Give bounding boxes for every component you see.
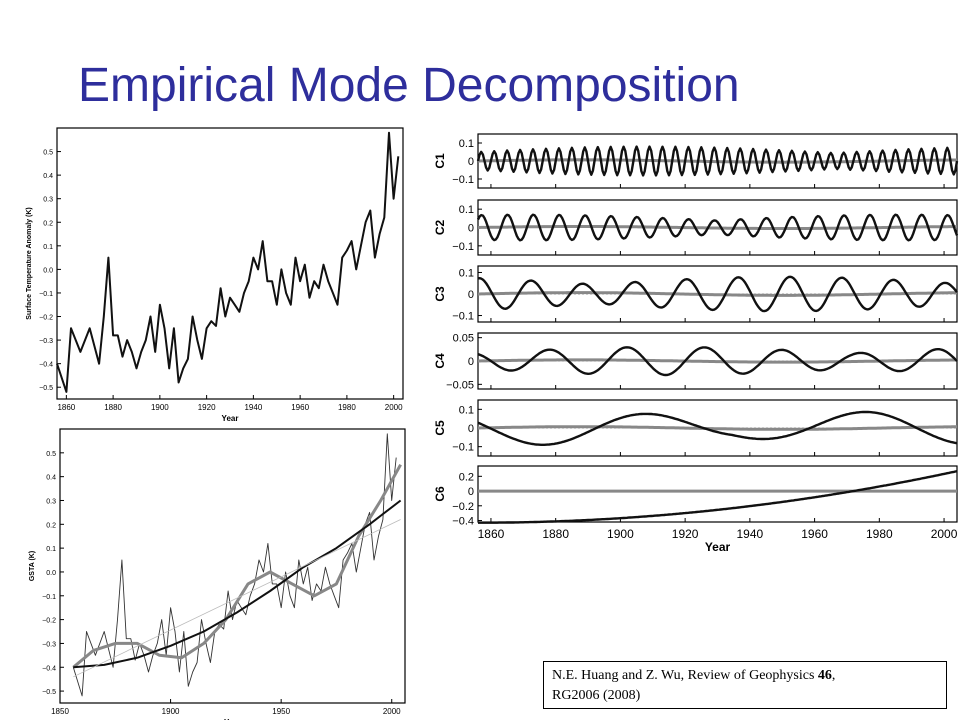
y-tick-label: 0.4 [46,475,56,482]
imf-y-tick-label: 0.2 [459,471,474,483]
imf-y-tick-label: −0.4 [452,516,474,528]
plot-frame [56,127,404,400]
x-tick-label: 1900 [162,707,180,716]
y-tick-label: −0.5 [42,689,56,696]
y-tick-label: −0.3 [42,641,56,648]
x-tick-label: 1850 [51,707,69,716]
imf-x-axis-label: Year [705,540,731,554]
citation-box: N.E. Huang and Z. Wu, Review of Geophysi… [543,661,947,709]
imf-x-tick-label: 1860 [478,527,505,541]
y-tick-label: −0.1 [42,594,56,601]
imf-y-tick-label: 0 [468,423,474,435]
imf-mean-line [478,425,957,431]
y-tick-label: 0.2 [43,220,53,227]
imf-y-tick-label: −0.1 [452,174,474,186]
imf-y-tick-label: −0.1 [452,241,474,253]
y-axis-label: GSTA (K) [29,551,36,581]
series-line-2 [72,463,402,669]
imf-y-tick-label: 0.1 [459,204,474,216]
y-tick-label: 0.5 [43,150,53,157]
imf-signal-line [477,346,958,377]
x-tick-label: 1880 [104,403,122,412]
imf-y-tick-label: 0 [468,356,474,368]
imf-y-tick-label: −0.1 [452,442,474,454]
x-tick-label: 1950 [272,707,290,716]
imf-panel-label: C3 [433,286,447,302]
imf-panel-label: C2 [433,220,447,236]
imf-y-tick-label: 0 [468,289,474,301]
imf-y-tick-label: 0.1 [459,267,474,279]
y-tick-label: 0.1 [43,244,53,251]
x-axis-label: Year [224,718,241,720]
imf-signal-line [477,410,958,446]
y-tick-label: 0.3 [43,197,53,204]
y-tick-label: 0.5 [46,451,56,458]
y-tick-label: −0.4 [39,362,53,369]
y-tick-label: 0.1 [46,546,56,553]
imf-panel-frame [477,465,958,523]
x-tick-label: 2000 [383,707,401,716]
imf-panel-label: C5 [433,420,447,436]
imf-mean-line [478,358,957,364]
y-axis-label: Surface Temperature Anomaly (K) [26,207,33,319]
imf-x-tick-label: 1960 [801,527,828,541]
y-tick-label: −0.1 [39,291,53,298]
imf-mean-line [478,291,957,297]
x-tick-label: 1940 [244,403,262,412]
imf-y-tick-label: 0.1 [459,404,474,416]
imf-y-tick-label: 0 [468,223,474,235]
citation-rest: RG2006 (2008) [552,688,641,703]
citation-authors: N.E. Huang and Z. Wu, Review of Geophysi… [552,668,815,683]
x-tick-label: 1900 [151,403,169,412]
slide-title: Empirical Mode Decomposition [78,59,740,112]
imf-mean-line [478,225,957,230]
y-tick-label: −0.3 [39,338,53,345]
y-tick-label: −0.2 [42,618,56,625]
y-tick-label: 0.3 [46,498,56,505]
imf-x-tick-label: 1980 [866,527,893,541]
imf-panel-label: C1 [433,153,447,169]
y-tick-label: −0.2 [39,315,53,322]
y-tick-label: 0.0 [43,267,53,274]
imf-y-tick-label: 0.1 [459,138,474,150]
x-tick-label: 1960 [291,403,309,412]
series-line-1 [56,131,400,393]
y-tick-label: −0.4 [42,665,56,672]
imf-panel-label: C4 [433,353,447,369]
imf-x-tick-label: 2000 [931,527,958,541]
imf-panel-label: C6 [433,486,447,502]
imf-y-tick-label: −0.2 [452,501,474,513]
series-line-4 [73,519,401,678]
y-tick-label: −0.5 [39,385,53,392]
x-axis-label: Year [222,414,239,423]
imf-signal-line [476,145,959,177]
series-line-3 [73,499,402,669]
citation-volume: 46 [817,668,832,683]
x-tick-label: 1980 [338,403,356,412]
imf-y-tick-label: −0.1 [452,311,474,323]
imf-y-tick-label: 0.05 [453,333,474,345]
series-line-1 [72,433,397,697]
imf-signal-line [477,275,958,313]
x-tick-label: 2000 [385,403,403,412]
y-tick-label: 0.4 [43,173,53,180]
imf-y-tick-label: 0 [468,156,474,168]
imf-signal-line [476,213,959,242]
imf-x-tick-label: 1940 [737,527,764,541]
imf-signal-line [478,470,958,524]
citation-comma: , [831,668,836,683]
x-tick-label: 1920 [198,403,216,412]
imf-x-tick-label: 1920 [672,527,699,541]
imf-x-tick-label: 1880 [542,527,569,541]
y-tick-label: 0.2 [46,522,56,529]
imf-x-tick-label: 1900 [607,527,634,541]
x-tick-label: 1860 [57,403,75,412]
imf-y-tick-label: 0 [468,486,474,498]
y-tick-label: 0.0 [46,570,56,577]
imf-y-tick-label: −0.05 [446,379,474,391]
plot-frame [59,428,406,704]
